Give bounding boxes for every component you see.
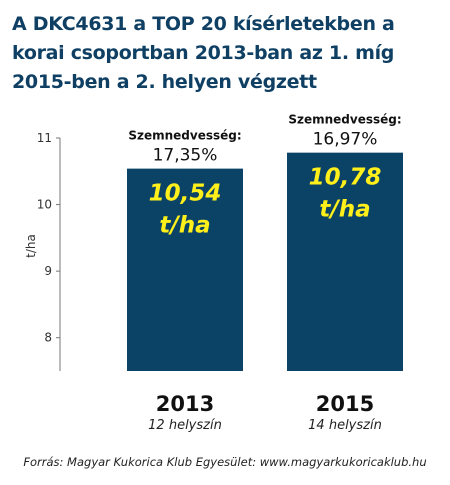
chart-title: A DKC4631 a TOP 20 kísérletekben a korai…: [12, 13, 395, 93]
moisture-label: Szemnedvesség:: [288, 113, 401, 127]
moisture-value: 17,35%: [153, 146, 218, 166]
bar-value-unit: t/ha: [159, 213, 210, 239]
bar-labels: 10,54 t/ha Szemnedvesség: 17,35% 2013 12 hely…: [128, 113, 401, 433]
category-label: 2013: [156, 392, 214, 416]
bar-2015: [287, 152, 403, 371]
y-tick-label: 8: [44, 331, 52, 345]
y-tick-label: 11: [37, 131, 52, 145]
category-sublabel: 14 helyszín: [308, 418, 382, 433]
y-tick-label: 10: [37, 198, 52, 212]
bar-2013: [127, 168, 243, 371]
moisture-label: Szemnedvesség:: [128, 129, 241, 143]
category-sublabel: 12 helyszín: [148, 418, 222, 433]
moisture-value: 16,97%: [313, 130, 378, 150]
y-axis: 8 9 10 11: [37, 131, 61, 371]
category-label: 2015: [316, 392, 374, 416]
y-tick-label: 9: [44, 264, 52, 278]
source-note: Forrás: Magyar Kukorica Klub Egyesület: …: [23, 455, 427, 469]
bar-value-unit: t/ha: [319, 197, 370, 223]
bar-value-label: 10,78: [309, 165, 382, 191]
bar-value-label: 10,54: [149, 181, 222, 207]
bars: [127, 152, 403, 371]
y-axis-label: t/ha: [24, 234, 38, 258]
